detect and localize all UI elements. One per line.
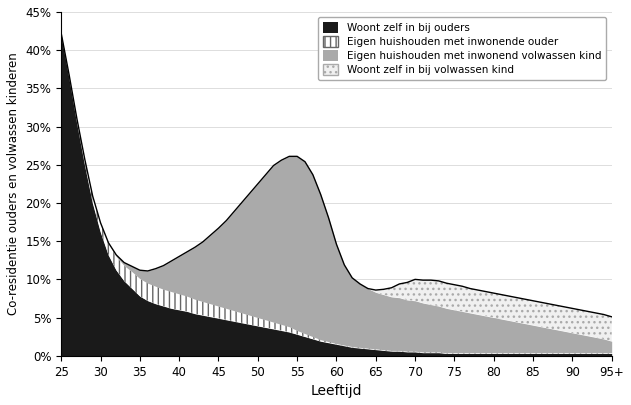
Legend: Woont zelf in bij ouders, Eigen huishouden met inwonende ouder, Eigen huishouden: Woont zelf in bij ouders, Eigen huishoud…: [317, 17, 606, 80]
Y-axis label: Co-residentie ouders en volwassen kinderen: Co-residentie ouders en volwassen kinder…: [7, 53, 20, 315]
X-axis label: Leeftijd: Leeftijd: [310, 384, 362, 398]
